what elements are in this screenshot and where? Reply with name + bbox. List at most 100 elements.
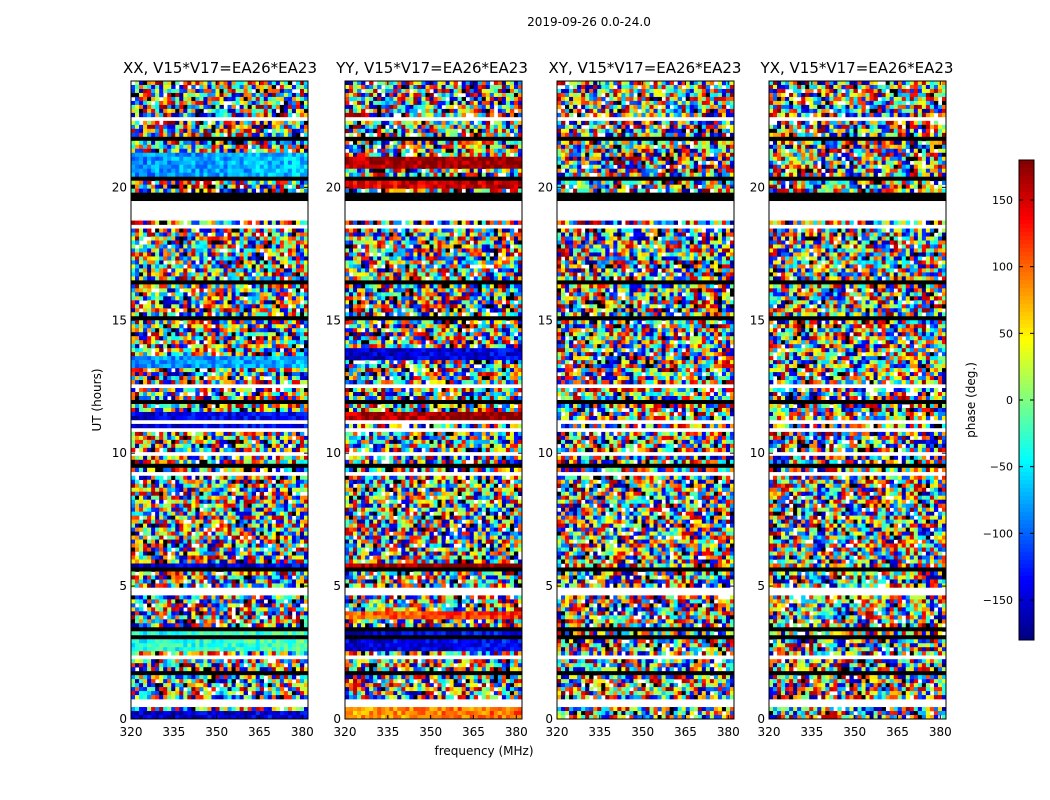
colorbar-segment bbox=[1019, 356, 1034, 361]
panel-title-yy: YY, V15*V17=EA26*EA23 bbox=[335, 59, 528, 77]
colorbar-segment bbox=[1019, 612, 1034, 617]
colorbar-segment bbox=[1019, 348, 1034, 353]
colorbar-segment bbox=[1019, 340, 1034, 345]
colorbar-segment bbox=[1019, 416, 1034, 421]
colorbar-tick-label: −100 bbox=[983, 527, 1013, 540]
colorbar-segment bbox=[1019, 256, 1034, 261]
y-tick-label: 0 bbox=[545, 712, 553, 726]
heatmap-image-yx bbox=[769, 81, 947, 720]
colorbar-segment bbox=[1019, 204, 1034, 209]
colorbar-segment bbox=[1019, 456, 1034, 461]
colorbar: −150 −100 −50 0 50 100 150 bbox=[983, 159, 1035, 641]
y-tick-label: 20 bbox=[538, 180, 553, 194]
y-tick-label: 0 bbox=[757, 712, 765, 726]
colorbar-segment bbox=[1019, 220, 1034, 225]
x-tick-label: 365 bbox=[462, 725, 485, 739]
colorbar-segment bbox=[1019, 200, 1034, 205]
x-tick-label: 380 bbox=[929, 725, 952, 739]
x-tick-label: 380 bbox=[505, 725, 528, 739]
colorbar-segment bbox=[1019, 520, 1034, 525]
colorbar-segment bbox=[1019, 584, 1034, 589]
y-tick-label: 20 bbox=[112, 180, 127, 194]
colorbar-segment bbox=[1019, 568, 1034, 573]
colorbar-segment bbox=[1019, 576, 1034, 581]
colorbar-segment bbox=[1019, 172, 1034, 177]
colorbar-segment bbox=[1019, 516, 1034, 521]
colorbar-tick-label: −150 bbox=[983, 594, 1013, 607]
colorbar-segment bbox=[1019, 372, 1034, 377]
y-tick-label: 5 bbox=[119, 579, 127, 593]
colorbar-segment bbox=[1019, 268, 1034, 273]
colorbar-segment bbox=[1019, 332, 1034, 337]
colorbar-segment bbox=[1019, 272, 1034, 277]
colorbar-segment bbox=[1019, 328, 1034, 333]
colorbar-segment bbox=[1019, 264, 1034, 269]
x-tick-label: 320 bbox=[546, 725, 569, 739]
colorbar-segment bbox=[1019, 632, 1034, 637]
x-tick-label: 335 bbox=[376, 725, 399, 739]
colorbar-segment bbox=[1019, 544, 1034, 549]
colorbar-segment bbox=[1019, 248, 1034, 253]
colorbar-segment bbox=[1019, 472, 1034, 477]
colorbar-segment bbox=[1019, 512, 1034, 517]
colorbar-segment bbox=[1019, 228, 1034, 233]
colorbar-segment bbox=[1019, 468, 1034, 473]
x-tick-label: 350 bbox=[205, 725, 228, 739]
y-tick-label: 5 bbox=[333, 579, 341, 593]
colorbar-segment bbox=[1019, 600, 1034, 605]
colorbar-segment bbox=[1019, 500, 1034, 505]
colorbar-segment bbox=[1019, 180, 1034, 185]
colorbar-segment bbox=[1019, 540, 1034, 545]
x-axis-label: frequency (MHz) bbox=[434, 744, 533, 758]
colorbar-segment bbox=[1019, 592, 1034, 597]
axes-frame-yx bbox=[768, 80, 947, 720]
colorbar-segment bbox=[1019, 184, 1034, 189]
colorbar-segment bbox=[1019, 420, 1034, 425]
colorbar-tick-label: 100 bbox=[992, 261, 1013, 274]
colorbar-segment bbox=[1019, 208, 1034, 213]
colorbar-segment bbox=[1019, 320, 1034, 325]
colorbar-segment bbox=[1019, 388, 1034, 393]
colorbar-segment bbox=[1019, 480, 1034, 485]
colorbar-segment bbox=[1019, 552, 1034, 557]
colorbar-segment bbox=[1019, 496, 1034, 501]
panel-yy: YY, V15*V17=EA26*EA23 320 335 350 365 380 0 5 1… bbox=[326, 59, 528, 739]
y-axis-label: UT (hours) bbox=[90, 368, 104, 431]
colorbar-tick-label: 150 bbox=[992, 194, 1013, 207]
panel-xy: XY, V15*V17=EA26*EA23 320 335 350 365 380 0 5 1… bbox=[538, 59, 742, 739]
heatmap-image-xx bbox=[131, 81, 309, 720]
y-tick-label: 10 bbox=[750, 446, 765, 460]
x-tick-label: 350 bbox=[843, 725, 866, 739]
colorbar-segment bbox=[1019, 560, 1034, 565]
y-tick-label: 5 bbox=[545, 579, 553, 593]
colorbar-segment bbox=[1019, 216, 1034, 221]
colorbar-segment bbox=[1019, 300, 1034, 305]
colorbar-segment bbox=[1019, 288, 1034, 293]
colorbar-segment bbox=[1019, 160, 1034, 165]
colorbar-segment bbox=[1019, 572, 1034, 577]
x-tick-label: 365 bbox=[886, 725, 909, 739]
colorbar-segment bbox=[1019, 460, 1034, 465]
x-tick-label: 380 bbox=[717, 725, 740, 739]
colorbar-segment bbox=[1019, 508, 1034, 513]
y-tick-label: 15 bbox=[538, 313, 553, 327]
colorbar-segment bbox=[1019, 604, 1034, 609]
colorbar-segment bbox=[1019, 488, 1034, 493]
y-tick-label: 20 bbox=[326, 180, 341, 194]
y-tick-label: 0 bbox=[333, 712, 341, 726]
colorbar-segment bbox=[1019, 168, 1034, 173]
colorbar-segment bbox=[1019, 164, 1034, 169]
colorbar-segment bbox=[1019, 304, 1034, 309]
x-tick-label: 320 bbox=[334, 725, 357, 739]
colorbar-segment bbox=[1019, 616, 1034, 621]
y-tick-label: 5 bbox=[757, 579, 765, 593]
axes-frame-yy bbox=[344, 80, 523, 720]
colorbar-segment bbox=[1019, 448, 1034, 453]
colorbar-segment bbox=[1019, 528, 1034, 533]
panel-title-xy: XY, V15*V17=EA26*EA23 bbox=[549, 59, 742, 77]
colorbar-segment bbox=[1019, 564, 1034, 569]
axes-frame-xx bbox=[130, 80, 309, 720]
colorbar-segment bbox=[1019, 588, 1034, 593]
y-tick-label: 15 bbox=[112, 313, 127, 327]
